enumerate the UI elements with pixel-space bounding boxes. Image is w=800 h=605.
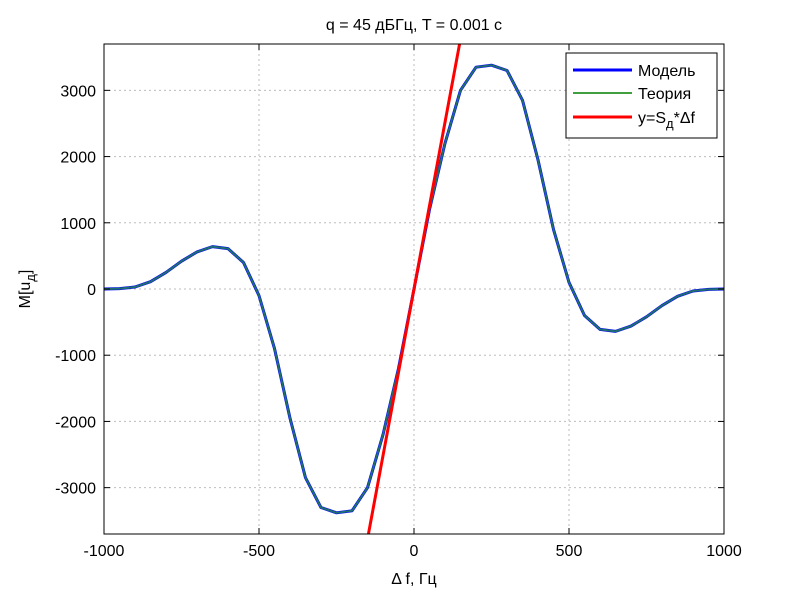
x-tick-labels: -1000 -500 0 500 1000 bbox=[84, 543, 742, 560]
legend-label-theory: Теория bbox=[638, 86, 691, 103]
x-tick-label: -1000 bbox=[84, 543, 125, 560]
y-tick-label: -3000 bbox=[55, 481, 96, 498]
y-axis-label-tail: ] bbox=[17, 270, 34, 274]
legend-label-linear-tail: *Δf bbox=[674, 110, 696, 127]
y-tick-label: -2000 bbox=[55, 414, 96, 431]
x-tick-label: 0 bbox=[410, 543, 419, 560]
y-axis-label-subscript: д bbox=[23, 274, 38, 282]
series-line-linear bbox=[366, 44, 462, 534]
x-tick-label: 1000 bbox=[706, 543, 742, 560]
y-axis-label-main: M[u bbox=[17, 282, 34, 309]
y-tick-label: 1000 bbox=[60, 216, 96, 233]
y-axis-label: M[uд] bbox=[17, 270, 38, 309]
legend-label-model: Модель bbox=[638, 63, 695, 80]
series-layer bbox=[104, 44, 724, 534]
legend-box bbox=[565, 52, 718, 139]
y-tick-label: 2000 bbox=[60, 150, 96, 167]
legend-label-linear-subscript: д bbox=[666, 116, 674, 131]
y-tick-labels: -3000 -2000 -1000 0 1000 2000 3000 bbox=[55, 83, 96, 497]
legend-label-linear-main: y=S bbox=[638, 110, 666, 127]
y-tick-label: 3000 bbox=[60, 83, 96, 100]
y-tick-label: -1000 bbox=[55, 348, 96, 365]
x-axis-label: Δ f, Гц bbox=[391, 571, 436, 588]
legend: Модель Теория y=Sд*Δf bbox=[565, 52, 718, 139]
y-tick-label: 0 bbox=[87, 282, 96, 299]
x-tick-label: 500 bbox=[556, 543, 583, 560]
x-tick-label: -500 bbox=[243, 543, 275, 560]
ticks bbox=[103, 44, 725, 534]
legend-label-linear: y=Sд*Δf bbox=[638, 110, 696, 131]
chart-title: q = 45 дБГц, T = 0.001 с bbox=[326, 17, 502, 34]
